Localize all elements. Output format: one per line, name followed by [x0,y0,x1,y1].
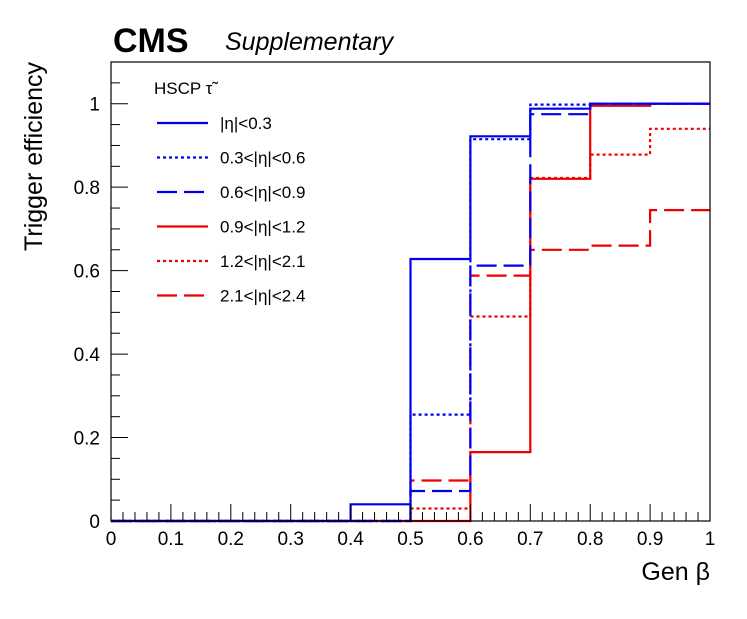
chart-subtitle: Supplementary [225,28,395,56]
y-tick-label: 0.8 [74,178,100,199]
y-tick-label: 0.4 [74,345,101,366]
legend-label: 0.3<|η|<0.6 [220,149,305,168]
legend-label: 1.2<|η|<2.1 [220,252,305,271]
legend-label: |η|<0.3 [220,114,272,133]
legend: HSCP τ̃|η|<0.3 0.3<|η|<0.6 0.6<|η|<0.9 0.9<… [154,79,305,306]
x-tick-label: 0.7 [517,529,543,550]
chart-title: CMS [113,22,189,60]
x-tick-label: 0.2 [218,529,244,550]
axis-ticks [110,61,711,522]
x-tick-label: 0.9 [637,529,663,550]
series-line [111,102,710,523]
y-tick-label: 0 [89,512,100,533]
legend-label: 0.6<|η|<0.9 [220,183,305,202]
x-axis-title: Gen β [641,558,710,586]
y-tick-label: 0.2 [74,429,100,450]
y-tick-label: 0.6 [74,262,100,283]
x-tick-label: 0.8 [577,529,603,550]
y-tick-label: 1 [89,95,100,116]
x-tick-label: 0.1 [158,529,184,550]
x-tick-label: 0 [106,529,117,550]
y-axis-title: Trigger efficiency [20,62,48,251]
legend-header: HSCP τ̃ [154,79,218,98]
x-tick-label: 0.5 [397,529,423,550]
x-tick-label: 0.4 [337,529,364,550]
legend-label: 0.9<|η|<1.2 [220,218,305,237]
series-group [111,102,710,523]
legend-label: 2.1<|η|<2.4 [220,287,305,306]
x-tick-label: 0.6 [457,529,483,550]
x-tick-label: 1 [705,529,716,550]
tick-labels: 0 0.1 0.2 0.3 0.4 0.5 0.6 0.7 0.8 0.9 1 0 0.2 0.4 0.6 0… [74,95,716,550]
x-tick-label: 0.3 [277,529,303,550]
